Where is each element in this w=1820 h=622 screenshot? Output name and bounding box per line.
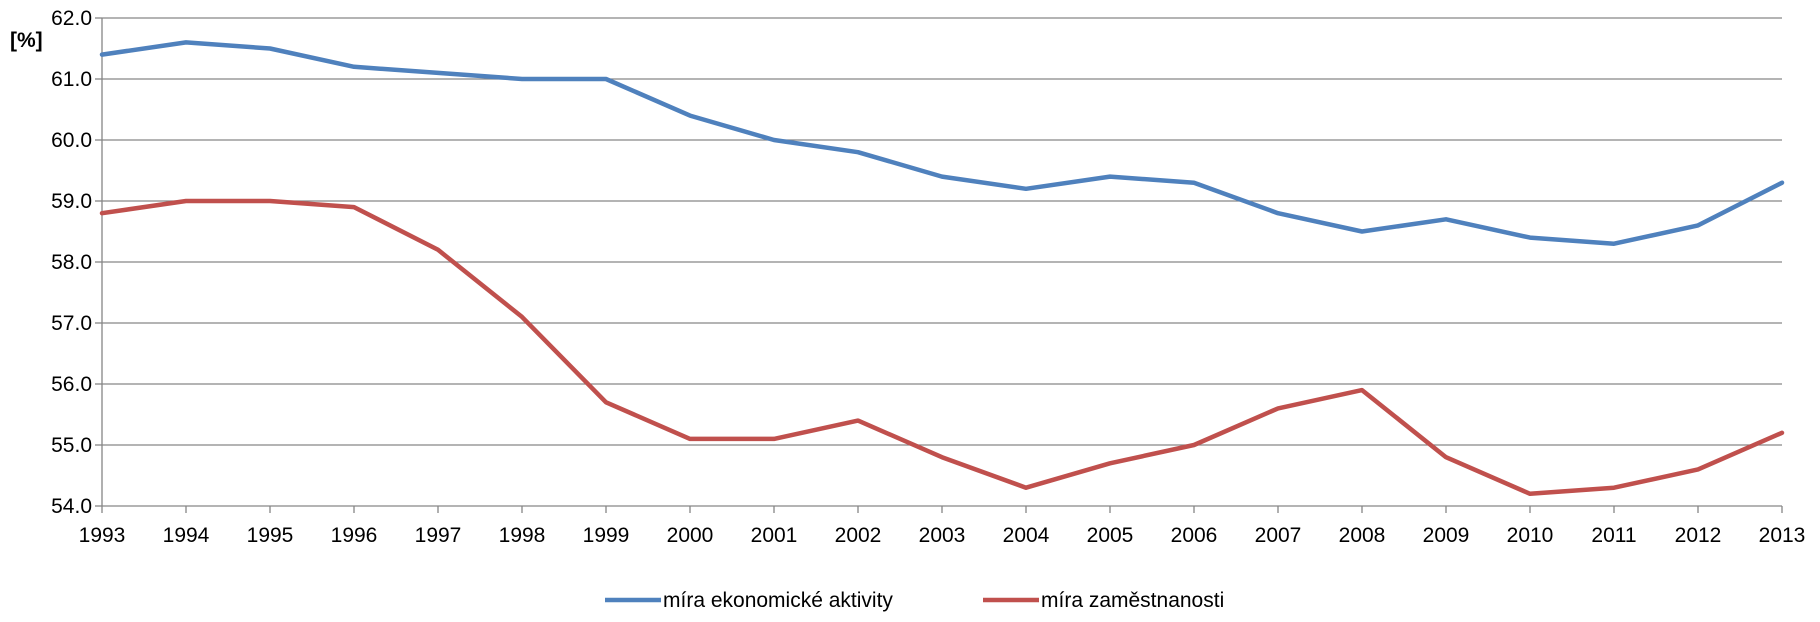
x-tick-label: 2012 — [1675, 524, 1722, 547]
series-lines — [99, 40, 1785, 497]
y-tick-label: 55.0 — [51, 434, 92, 457]
series-line-2 — [99, 198, 1785, 497]
y-tick-label: 59.0 — [51, 190, 92, 213]
x-tick-label: 1996 — [331, 524, 378, 547]
legend-label-2: míra zaměstnanosti — [1041, 589, 1224, 612]
x-tick-label: 1997 — [415, 524, 462, 547]
x-tick-labels: 1993 1994 1995 1996 1997 1998 1999 2000 2001 2002… — [79, 524, 1806, 547]
axes — [95, 17, 1783, 513]
x-tick-label: 2002 — [835, 524, 882, 547]
x-tick-label: 2009 — [1423, 524, 1470, 547]
x-tick-label: 2005 — [1087, 524, 1134, 547]
x-tick-label: 2011 — [1591, 524, 1636, 547]
x-tick-label: 2006 — [1171, 524, 1218, 547]
x-tick-label: 2003 — [919, 524, 966, 547]
x-tick-label: 1998 — [499, 524, 546, 547]
legend: míra ekonomické aktivity míra zaměstnanos… — [605, 589, 1224, 612]
x-tick-label: 2004 — [1003, 524, 1050, 547]
x-tick-label: 2008 — [1339, 524, 1386, 547]
x-tick-label: 2013 — [1759, 524, 1806, 547]
x-tick-label: 1999 — [583, 524, 630, 547]
x-tick-label: 1995 — [247, 524, 294, 547]
y-tick-label: 58.0 — [51, 251, 92, 274]
y-tick-label: 62.0 — [51, 7, 92, 30]
x-tick-label: 2010 — [1507, 524, 1554, 547]
x-tick-label: 1993 — [79, 524, 126, 547]
legend-label-1: míra ekonomické aktivity — [663, 589, 893, 612]
x-tick-label: 2001 — [751, 524, 798, 547]
y-tick-label: 54.0 — [51, 495, 92, 518]
x-tick-label: 2000 — [667, 524, 714, 547]
gridlines — [102, 17, 1782, 446]
y-tick-label: 61.0 — [51, 68, 92, 91]
y-tick-label: 56.0 — [51, 373, 92, 396]
series-line-1 — [99, 40, 1785, 246]
y-tick-labels: 54.0 55.0 56.0 57.0 58.0 59.0 60.0 61.0 62.0 — [51, 7, 92, 518]
y-tick-label: 60.0 — [51, 129, 92, 152]
y-axis-label: [%] — [10, 29, 43, 52]
y-tick-label: 57.0 — [51, 312, 92, 335]
x-tick-label: 1994 — [163, 524, 210, 547]
x-tick-label: 2007 — [1255, 524, 1302, 547]
